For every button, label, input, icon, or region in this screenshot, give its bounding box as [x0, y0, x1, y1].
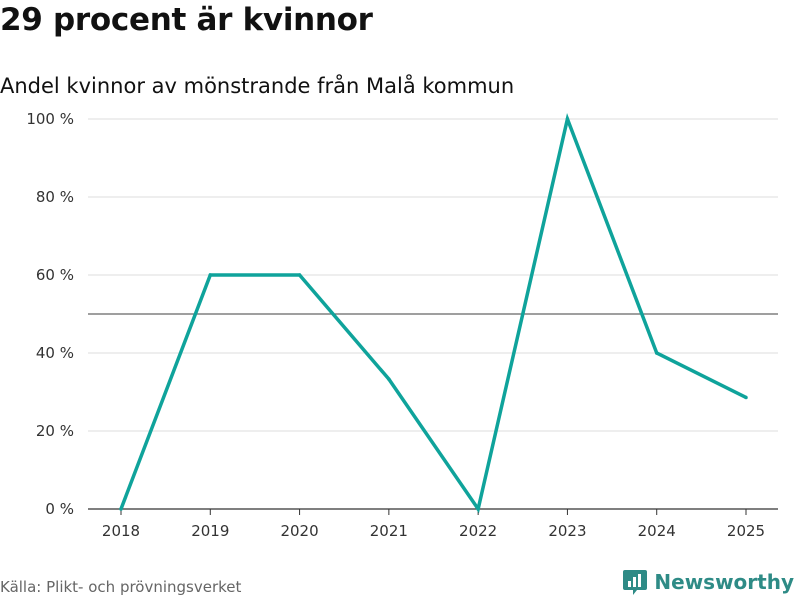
x-tick-label: 2021: [370, 522, 408, 540]
y-tick-label: 80 %: [36, 188, 74, 206]
x-tick-label: 2024: [638, 522, 676, 540]
y-tick-label: 100 %: [26, 110, 74, 128]
data-point: [476, 507, 480, 511]
y-tick-label: 60 %: [36, 266, 74, 284]
chart-title: 29 procent är kvinnor: [0, 2, 373, 38]
brand: Newsworthy: [622, 568, 794, 596]
chart-subtitle: Andel kvinnor av mönstrande från Malå ko…: [0, 74, 515, 98]
newsworthy-logo-icon: [623, 570, 648, 595]
data-point: [654, 351, 659, 355]
data-point: [565, 117, 570, 121]
y-tick-label: 40 %: [36, 344, 74, 362]
source-note: Källa: Plikt- och prövningsverket: [0, 578, 242, 596]
x-tick-label: 2019: [191, 522, 229, 540]
data-point: [744, 395, 748, 400]
data-point: [297, 273, 302, 277]
x-tick-label: 2025: [727, 522, 765, 540]
brand-name: Newsworthy: [654, 570, 794, 594]
data-point: [208, 273, 213, 277]
x-tick-label: 2020: [280, 522, 318, 540]
data-point: [119, 507, 123, 511]
series-layer: [119, 112, 748, 514]
y-tick-label: 20 %: [36, 422, 74, 440]
grid-layer: [88, 118, 778, 432]
y-tick-label: 0 %: [45, 500, 74, 518]
data-point: [387, 377, 391, 381]
axis-layer: 0 % 20 % 40 % 60 % 80 % 100 % 2018 2019 2020 2021…: [26, 110, 778, 540]
x-tick-label: 2022: [459, 522, 497, 540]
series-line: [119, 112, 747, 514]
x-tick-label: 2018: [102, 522, 140, 540]
x-tick-label: 2023: [548, 522, 586, 540]
